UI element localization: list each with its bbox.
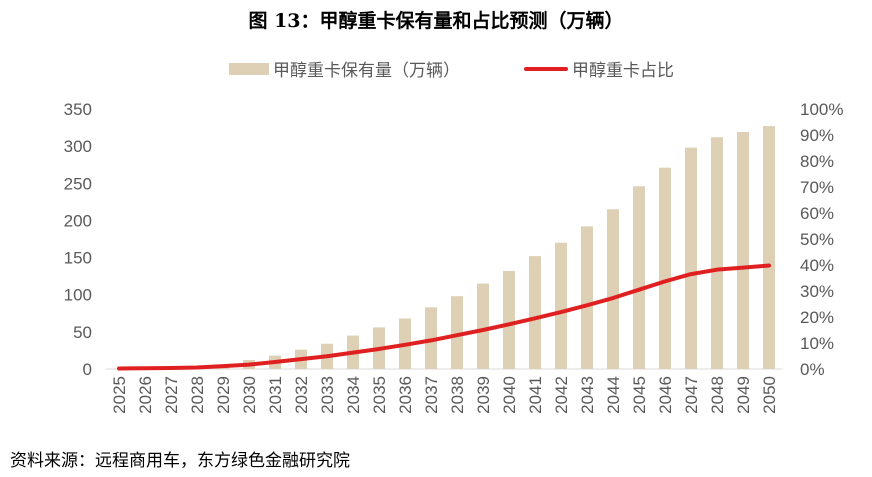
y-right-tick-label: 60% — [800, 204, 834, 223]
x-tick-label: 2026 — [136, 376, 155, 414]
y-right-tick-label: 20% — [800, 308, 834, 327]
x-tick-label: 2030 — [240, 376, 259, 414]
bar — [607, 209, 619, 369]
legend-label-bar: 甲醇重卡保有量（万辆） — [273, 61, 460, 81]
x-tick-label: 2031 — [266, 376, 285, 414]
source-note: 资料来源：远程商用车，东方绿色金融研究院 — [10, 451, 350, 471]
x-tick-label: 2029 — [214, 376, 233, 414]
x-tick-label: 2035 — [370, 376, 389, 414]
x-tick-label: 2032 — [292, 376, 311, 414]
x-tick-label: 2036 — [396, 376, 415, 414]
bar — [659, 167, 671, 369]
y-left-tick-label: 50 — [73, 323, 92, 342]
y-right-tick-label: 80% — [800, 152, 834, 171]
legend-label-line: 甲醇重卡占比 — [572, 61, 674, 81]
y-right-tick-label: 100% — [800, 100, 843, 119]
y-left-tick-label: 300 — [64, 137, 92, 156]
chart-legend: 甲醇重卡保有量（万辆） 甲醇重卡占比 — [0, 56, 872, 84]
y-right-tick-label: 10% — [800, 334, 834, 353]
legend-item-bar: 甲醇重卡保有量（万辆） — [229, 56, 460, 81]
y-right-tick-label: 0% — [800, 360, 825, 379]
x-tick-label: 2043 — [578, 376, 597, 414]
y-left-tick-label: 250 — [64, 174, 92, 193]
y-left-tick-label: 0 — [83, 360, 92, 379]
legend-swatch-bar — [229, 62, 269, 75]
bar — [451, 296, 463, 369]
bar — [763, 126, 775, 369]
bar — [737, 132, 749, 369]
x-tick-label: 2041 — [526, 376, 545, 414]
x-tick-label: 2038 — [448, 376, 467, 414]
bar — [477, 283, 489, 369]
y-left-tick-label: 200 — [64, 211, 92, 230]
y-right-tick-label: 30% — [800, 282, 834, 301]
legend-item-line: 甲醇重卡占比 — [524, 56, 674, 81]
x-tick-label: 2047 — [682, 376, 701, 414]
chart-title: 图 13：甲醇重卡保有量和占比预测（万辆） — [248, 10, 624, 32]
chart-plot: 0 50 100 150 200 250 300 350 0% 10% 20% 30% 40% 50% 60… — [64, 100, 844, 414]
bar — [503, 270, 515, 369]
bar — [555, 242, 567, 369]
x-tick-label: 2045 — [630, 376, 649, 414]
bar — [529, 256, 541, 369]
x-tick-label: 2044 — [604, 376, 623, 414]
x-tick-label: 2042 — [552, 376, 571, 414]
x-tick-label: 2034 — [344, 376, 363, 414]
y-right-tick-label: 40% — [800, 256, 834, 275]
bar — [685, 147, 697, 369]
x-tick-label: 2025 — [110, 376, 129, 414]
y-left-tick-label: 150 — [64, 249, 92, 268]
x-tick-label: 2050 — [760, 376, 779, 414]
y-left-tick-label: 350 — [64, 100, 92, 119]
x-tick-label: 2037 — [422, 376, 441, 414]
x-tick-label: 2049 — [734, 376, 753, 414]
x-tick-label: 2028 — [188, 376, 207, 414]
bar — [711, 137, 723, 369]
x-tick-label: 2039 — [474, 376, 493, 414]
y-left-tick-label: 100 — [64, 286, 92, 305]
x-tick-label: 2046 — [656, 376, 675, 414]
bar — [581, 226, 593, 369]
legend-swatch-line — [524, 66, 568, 71]
x-tick-label: 2048 — [708, 376, 727, 414]
bar — [633, 186, 645, 369]
x-tick-label: 2033 — [318, 376, 337, 414]
bar — [425, 307, 437, 369]
y-right-tick-label: 70% — [800, 178, 834, 197]
y-right-tick-label: 90% — [800, 126, 834, 145]
x-tick-label: 2027 — [162, 376, 181, 414]
share-line — [117, 263, 771, 371]
y-right-tick-label: 50% — [800, 230, 834, 249]
x-tick-label: 2040 — [500, 376, 519, 414]
